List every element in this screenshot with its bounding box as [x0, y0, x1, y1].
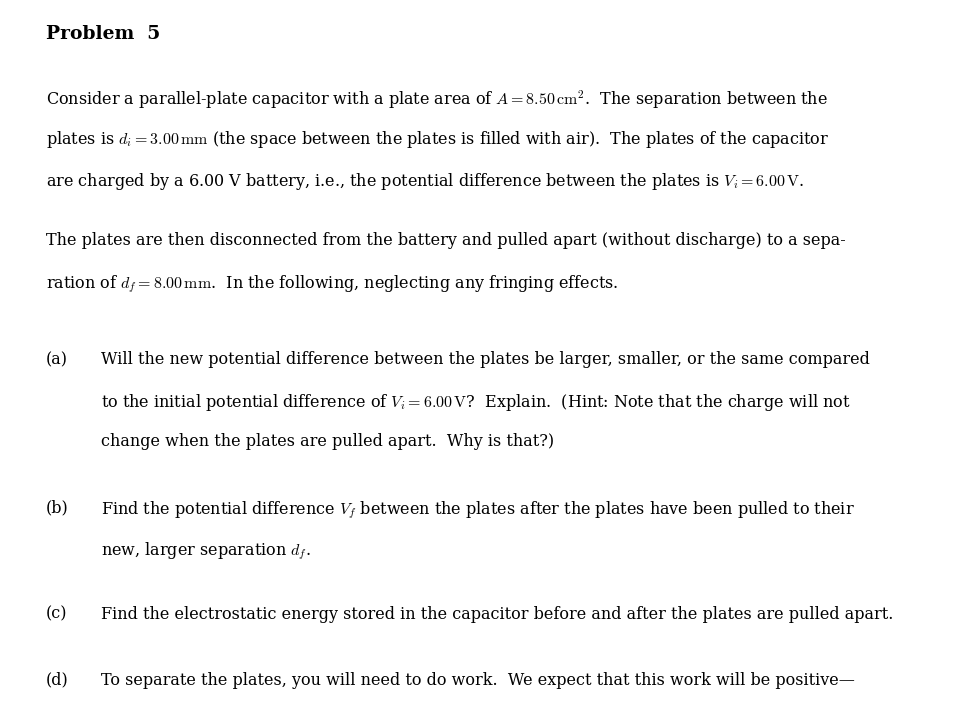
Text: Will the new potential difference between the plates be larger, smaller, or the : Will the new potential difference betwee…	[101, 351, 869, 368]
Text: change when the plates are pulled apart.  Why is that?): change when the plates are pulled apart.…	[101, 433, 554, 450]
Text: (a): (a)	[46, 351, 68, 368]
Text: (d): (d)	[46, 672, 69, 689]
Text: Consider a parallel-plate capacitor with a plate area of $A = 8.50\,\mathrm{cm}^: Consider a parallel-plate capacitor with…	[46, 88, 827, 111]
Text: are charged by a 6.00 V battery, i.e., the potential difference between the plat: are charged by a 6.00 V battery, i.e., t…	[46, 171, 803, 192]
Text: The plates are then disconnected from the battery and pulled apart (without disc: The plates are then disconnected from th…	[46, 232, 845, 249]
Text: (b): (b)	[46, 499, 69, 516]
Text: (c): (c)	[46, 606, 67, 623]
Text: Find the electrostatic energy stored in the capacitor before and after the plate: Find the electrostatic energy stored in …	[101, 606, 893, 623]
Text: to the initial potential difference of $V_i = 6.00\,\mathrm{V}$?  Explain.  (Hin: to the initial potential difference of $…	[101, 392, 850, 413]
Text: ration of $d_f = 8.00\,\mathrm{mm}$.  In the following, neglecting any fringing : ration of $d_f = 8.00\,\mathrm{mm}$. In …	[46, 273, 618, 295]
Text: Find the potential difference $V_f$ between the plates after the plates have bee: Find the potential difference $V_f$ betw…	[101, 499, 854, 520]
Text: plates is $d_i = 3.00\,\mathrm{mm}$ (the space between the plates is filled with: plates is $d_i = 3.00\,\mathrm{mm}$ (the…	[46, 130, 828, 151]
Text: To separate the plates, you will need to do work.  We expect that this work will: To separate the plates, you will need to…	[101, 672, 854, 689]
Text: new, larger separation $d_f$.: new, larger separation $d_f$.	[101, 540, 310, 561]
Text: Problem  5: Problem 5	[46, 25, 160, 42]
